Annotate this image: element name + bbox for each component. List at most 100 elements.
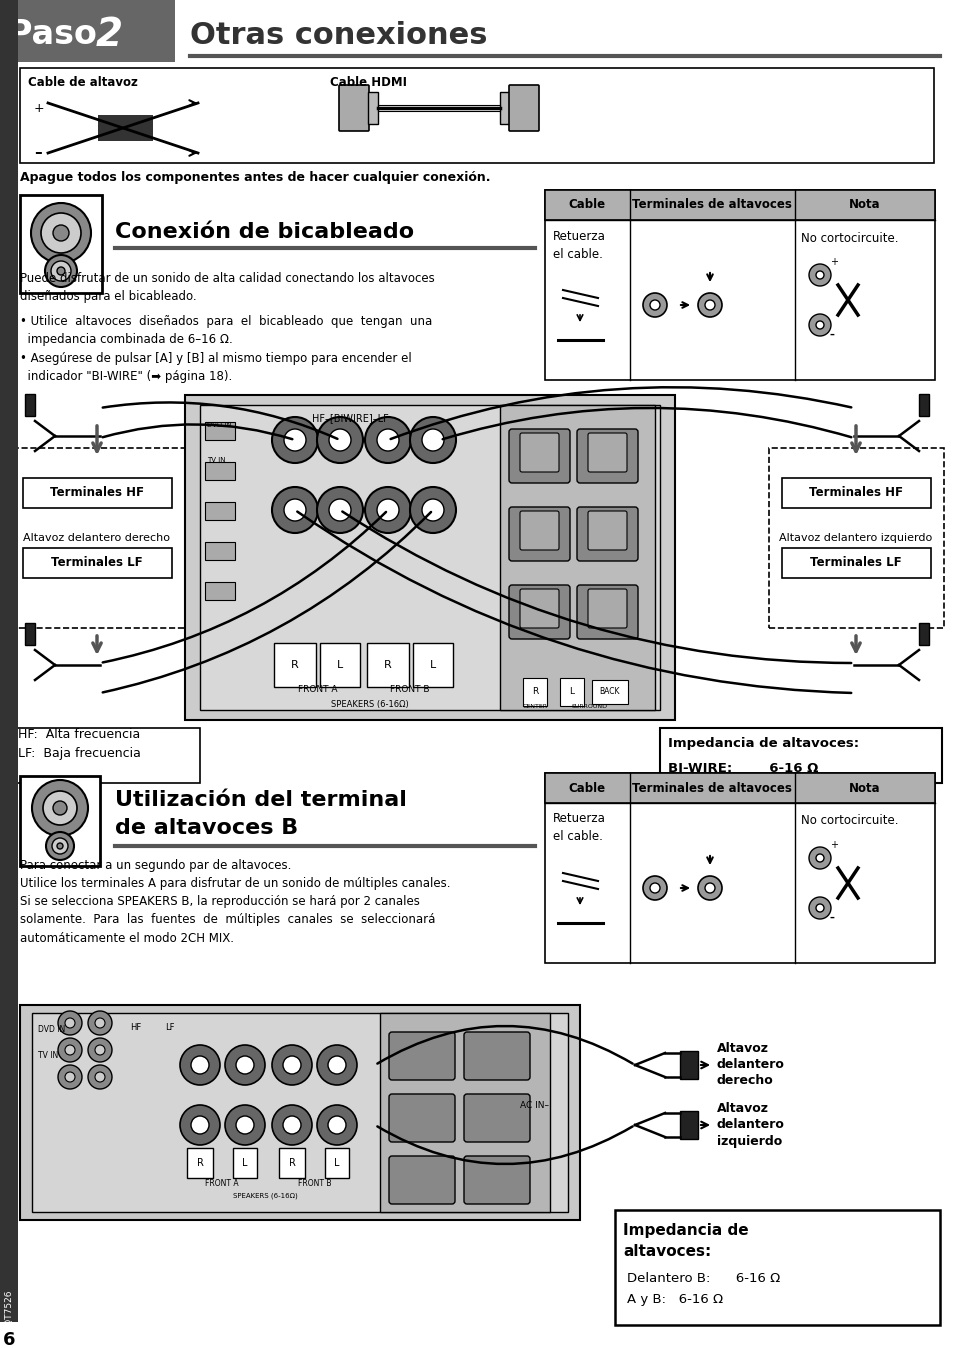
Circle shape — [52, 838, 68, 855]
Circle shape — [57, 267, 65, 275]
FancyBboxPatch shape — [463, 1033, 530, 1080]
Circle shape — [65, 1045, 75, 1055]
Bar — [0, 0, 174, 62]
Circle shape — [95, 1045, 105, 1055]
FancyBboxPatch shape — [509, 85, 538, 131]
Bar — [20, 195, 102, 293]
Text: Terminales LF: Terminales LF — [51, 555, 143, 569]
Text: FRONT A: FRONT A — [298, 686, 337, 694]
Text: L: L — [334, 1158, 339, 1167]
Circle shape — [642, 293, 666, 317]
Text: +: + — [829, 840, 837, 851]
Bar — [499, 92, 510, 124]
Text: automáticamente el modo 2CH MIX.: automáticamente el modo 2CH MIX. — [20, 931, 233, 945]
Circle shape — [53, 225, 69, 241]
Circle shape — [329, 429, 351, 452]
Circle shape — [191, 1116, 209, 1134]
Text: LF: LF — [165, 1023, 174, 1031]
Text: Para conectar a un segundo par de altavoces.: Para conectar a un segundo par de altavo… — [20, 860, 291, 872]
FancyBboxPatch shape — [519, 589, 558, 628]
Circle shape — [88, 1065, 112, 1089]
Circle shape — [58, 1011, 82, 1035]
Circle shape — [649, 301, 659, 310]
Text: TV IN: TV IN — [38, 1050, 58, 1060]
FancyBboxPatch shape — [463, 1095, 530, 1142]
Text: A y B:   6-16 Ω: A y B: 6-16 Ω — [626, 1294, 722, 1306]
Circle shape — [808, 264, 830, 286]
Circle shape — [410, 487, 456, 532]
Bar — [544, 190, 934, 380]
Bar — [0, 1322, 32, 1348]
Circle shape — [88, 1038, 112, 1062]
Text: FRONT B: FRONT B — [298, 1178, 332, 1188]
Text: DVD IN: DVD IN — [38, 1026, 65, 1034]
Text: • Utilice  altavoces  diseñados  para  el  bicableado  que  tengan  una
  impeda: • Utilice altavoces diseñados para el bi… — [20, 315, 432, 346]
Text: Altavoz delantero derecho: Altavoz delantero derecho — [24, 532, 171, 543]
Circle shape — [410, 417, 456, 462]
Circle shape — [88, 1011, 112, 1035]
FancyBboxPatch shape — [389, 1157, 455, 1204]
Text: Cable: Cable — [568, 198, 605, 212]
Circle shape — [642, 876, 666, 900]
Text: AC IN–: AC IN– — [519, 1100, 548, 1109]
Circle shape — [815, 905, 823, 913]
FancyBboxPatch shape — [509, 507, 569, 561]
Bar — [615, 1211, 939, 1325]
Text: FRONT A: FRONT A — [205, 1178, 238, 1188]
Text: R: R — [291, 661, 298, 670]
Text: TV IN: TV IN — [207, 457, 225, 462]
Bar — [20, 776, 100, 865]
Bar — [768, 448, 943, 628]
Text: HF: HF — [130, 1023, 141, 1031]
Text: L: L — [569, 687, 574, 697]
Bar — [379, 1012, 550, 1212]
Circle shape — [272, 417, 317, 462]
Circle shape — [328, 1055, 346, 1074]
Bar — [918, 394, 928, 417]
Text: Impedancia de altavoces:: Impedancia de altavoces: — [667, 737, 859, 751]
Circle shape — [698, 876, 721, 900]
Circle shape — [365, 417, 411, 462]
Circle shape — [815, 321, 823, 329]
Bar — [25, 623, 35, 644]
Text: Apague todos los componentes antes de hacer cualquier conexión.: Apague todos los componentes antes de ha… — [20, 171, 490, 185]
Text: 6: 6 — [3, 1330, 15, 1348]
FancyBboxPatch shape — [781, 549, 930, 578]
Text: SPEAKERS (6-16Ω): SPEAKERS (6-16Ω) — [331, 701, 409, 709]
Text: • Asegúrese de pulsar [A] y [B] al mismo tiempo para encender el
  indicador "BI: • Asegúrese de pulsar [A] y [B] al mismo… — [20, 352, 412, 383]
Text: altavoces:: altavoces: — [622, 1244, 711, 1259]
Text: solamente.  Para  las  fuentes  de  múltiples  canales  se  seleccionará: solamente. Para las fuentes de múltiples… — [20, 914, 435, 926]
Circle shape — [283, 1055, 301, 1074]
Text: Paso: Paso — [8, 19, 109, 51]
Bar — [918, 623, 928, 644]
Text: Conexión de bicableado: Conexión de bicableado — [115, 222, 414, 243]
FancyBboxPatch shape — [577, 585, 638, 639]
Circle shape — [235, 1116, 253, 1134]
Text: L: L — [430, 661, 436, 670]
Bar — [205, 462, 234, 480]
Text: Retuerza
el cable.: Retuerza el cable. — [553, 813, 605, 844]
Circle shape — [225, 1105, 265, 1144]
Circle shape — [316, 1045, 356, 1085]
Text: Terminales LF: Terminales LF — [809, 555, 901, 569]
Text: Terminales HF: Terminales HF — [808, 485, 902, 499]
Text: L: L — [242, 1158, 248, 1167]
Text: Altavoz
delantero
derecho: Altavoz delantero derecho — [717, 1042, 784, 1088]
Circle shape — [95, 1072, 105, 1082]
Circle shape — [704, 301, 714, 310]
Circle shape — [180, 1045, 220, 1085]
Text: Puede disfrutar de un sonido de alta calidad conectando los altavoces
diseñados : Puede disfrutar de un sonido de alta cal… — [20, 272, 435, 303]
Bar — [659, 728, 941, 783]
FancyBboxPatch shape — [509, 585, 569, 639]
Text: BI-WIRE:        6-16 Ω: BI-WIRE: 6-16 Ω — [667, 762, 818, 775]
Circle shape — [272, 1105, 312, 1144]
Text: Terminales de altavoces: Terminales de altavoces — [632, 782, 791, 794]
FancyBboxPatch shape — [781, 479, 930, 508]
Circle shape — [815, 855, 823, 861]
Circle shape — [58, 1038, 82, 1062]
Text: R: R — [532, 687, 537, 697]
Text: Nota: Nota — [848, 782, 880, 794]
Text: CENTER: CENTER — [522, 704, 547, 709]
Circle shape — [365, 487, 411, 532]
Bar — [205, 582, 234, 600]
